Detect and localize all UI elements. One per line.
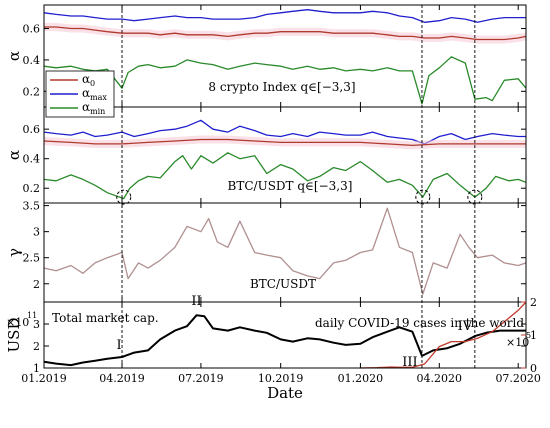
labels: 0.2 0.4 0.6 α 0.2 0.4 0.6 α 2 2.5 3 3.5 γ 1 2 3 USD 8 cry… bbox=[5, 23, 541, 402]
legend-sub-alpha0: 0 bbox=[90, 79, 95, 88]
y-tick-label: 0.2 bbox=[23, 85, 41, 98]
roman-label-IV: IV bbox=[458, 319, 473, 334]
x-tick-label: 04.2020 bbox=[417, 372, 463, 385]
panel-frames bbox=[43, 4, 527, 369]
y-tick-label: 1 bbox=[33, 362, 40, 375]
panel1-ylabel: α bbox=[5, 51, 23, 61]
legend-label-alpha_max: α bbox=[82, 86, 90, 100]
panel3-ylabel: γ bbox=[5, 248, 23, 257]
x-tick-label: 01.2019 bbox=[21, 372, 67, 385]
panel4-plot bbox=[43, 301, 527, 369]
y-tick-label: 2 bbox=[33, 278, 40, 291]
series-gamma bbox=[43, 207, 527, 295]
right-y-tick-label: 1 bbox=[530, 329, 537, 342]
panel1-caption: 8 crypto Index q∈[−3,3] bbox=[208, 80, 355, 94]
roman-label-II: II bbox=[191, 294, 201, 309]
series-market_cap bbox=[43, 314, 526, 367]
right-y-tick-label: 2 bbox=[530, 296, 537, 309]
roman-label-I: I bbox=[116, 338, 121, 353]
series-alpha_max bbox=[43, 9, 526, 23]
y-tick-label: 0.6 bbox=[23, 23, 41, 36]
x-tick-label: 07.2020 bbox=[495, 372, 541, 385]
x-tick-label: 04.2019 bbox=[99, 372, 145, 385]
panel4-caption: Total market cap. bbox=[52, 311, 159, 325]
y-multiplier-right: ×10 bbox=[506, 336, 529, 349]
event-circle bbox=[467, 189, 483, 205]
y-tick-label: 0.4 bbox=[23, 54, 41, 67]
x-tick-label: 01.2020 bbox=[338, 372, 384, 385]
roman-label-III: III bbox=[402, 355, 417, 370]
right-y-tick-label: 0 bbox=[530, 362, 537, 375]
legend-sub-alpha_min: min bbox=[90, 107, 105, 116]
series-alpha_min bbox=[43, 56, 527, 105]
series-alpha_max bbox=[43, 119, 526, 145]
event-circle bbox=[415, 189, 431, 205]
y-tick-label: 3 bbox=[33, 226, 40, 239]
panel1-plot bbox=[43, 9, 527, 105]
panel2-ylabel: α bbox=[5, 150, 23, 160]
legend-label-alpha_min: α bbox=[82, 100, 90, 114]
series-covid bbox=[359, 301, 527, 369]
series-alpha0 bbox=[43, 138, 526, 147]
x-tick-label: 10.2019 bbox=[258, 372, 304, 385]
x-tick-label: 07.2019 bbox=[178, 372, 224, 385]
y-tick-label: 0.4 bbox=[23, 153, 41, 166]
y-tick-label: 2 bbox=[33, 340, 40, 353]
y-multiplier-left-exp: 11 bbox=[27, 311, 37, 320]
y-tick-label: 0.6 bbox=[23, 123, 41, 136]
panel2-plot bbox=[43, 119, 527, 200]
covid-label: daily COVID-19 cases in the world bbox=[315, 316, 524, 330]
panel3-caption: BTC/USDT bbox=[250, 277, 316, 291]
panel2-caption: BTC/USDT q∈[−3,3] bbox=[228, 179, 353, 193]
panel4-ylabel: USD bbox=[5, 318, 23, 353]
event-circle bbox=[116, 189, 132, 205]
y-multiplier-left: ×10 bbox=[6, 316, 29, 329]
panel3-plot bbox=[43, 207, 527, 295]
y-tick-label: 2.5 bbox=[23, 252, 41, 265]
x-axis-title: Date bbox=[267, 384, 303, 402]
panels bbox=[43, 9, 527, 369]
legend-label-alpha0: α bbox=[82, 72, 90, 86]
y-tick-label: 3.5 bbox=[23, 200, 41, 213]
legend-sub-alpha_max: max bbox=[90, 93, 107, 102]
event-lines bbox=[121, 5, 476, 368]
y-tick-label: 0.2 bbox=[23, 182, 41, 195]
y-multiplier-right-exp: 5 bbox=[526, 331, 531, 340]
series-alpha0 bbox=[44, 26, 527, 41]
y-tick-label: 3 bbox=[33, 318, 40, 331]
